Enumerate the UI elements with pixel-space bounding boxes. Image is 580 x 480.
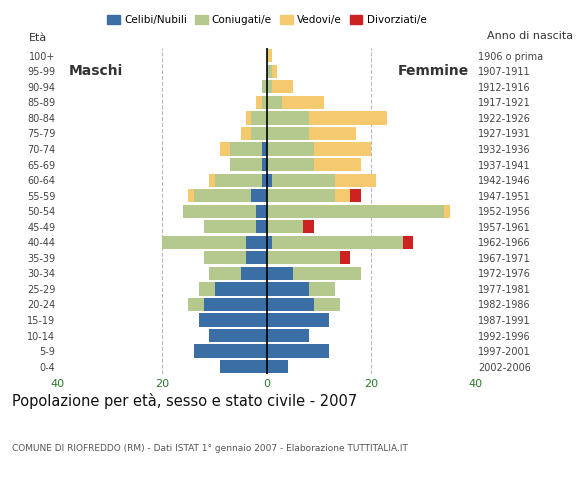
Bar [246, 111, 251, 124]
Text: COMUNE DI RIOFREDDO (RM) - Dati ISTAT 1° gennaio 2007 - Elaborazione TUTTITALIA.: COMUNE DI RIOFREDDO (RM) - Dati ISTAT 1°… [12, 444, 408, 453]
Bar [267, 65, 272, 78]
Bar [183, 204, 256, 218]
Bar [256, 204, 267, 218]
Bar [215, 173, 262, 187]
Bar [220, 143, 230, 156]
Bar [246, 236, 267, 249]
Bar [241, 127, 251, 140]
Bar [251, 111, 267, 124]
Bar [335, 173, 376, 187]
Bar [267, 49, 272, 62]
Bar [262, 80, 267, 94]
Bar [204, 298, 267, 311]
Bar [262, 158, 267, 171]
Bar [272, 80, 293, 94]
Bar [267, 173, 272, 187]
Bar [199, 282, 215, 296]
Bar [204, 220, 256, 233]
Bar [267, 189, 335, 202]
Bar [194, 189, 251, 202]
Bar [314, 143, 371, 156]
Bar [230, 158, 262, 171]
Bar [241, 267, 267, 280]
Bar [162, 236, 246, 249]
Text: Età: Età [30, 33, 48, 43]
Bar [251, 127, 267, 140]
Bar [282, 96, 324, 109]
Text: Femmine: Femmine [397, 64, 469, 78]
Text: Popolazione per età, sesso e stato civile - 2007: Popolazione per età, sesso e stato civil… [12, 393, 357, 408]
Text: Maschi: Maschi [68, 64, 123, 78]
Bar [314, 298, 340, 311]
Bar [340, 251, 350, 264]
Bar [403, 236, 413, 249]
Bar [314, 158, 361, 171]
Bar [267, 313, 329, 326]
Bar [230, 143, 262, 156]
Bar [256, 220, 267, 233]
Bar [350, 189, 361, 202]
Bar [209, 173, 215, 187]
Bar [267, 220, 303, 233]
Bar [267, 143, 314, 156]
Bar [267, 111, 309, 124]
Bar [220, 360, 267, 373]
Bar [246, 251, 267, 264]
Bar [209, 329, 267, 342]
Bar [215, 282, 267, 296]
Bar [204, 251, 246, 264]
Bar [209, 267, 241, 280]
Bar [444, 204, 450, 218]
Bar [309, 111, 387, 124]
Bar [272, 173, 335, 187]
Bar [262, 143, 267, 156]
Bar [309, 127, 356, 140]
Bar [256, 96, 262, 109]
Bar [267, 345, 329, 358]
Bar [251, 189, 267, 202]
Bar [303, 220, 314, 233]
Bar [335, 189, 350, 202]
Bar [272, 65, 277, 78]
Bar [267, 360, 288, 373]
Text: Anno di nascita: Anno di nascita [487, 31, 573, 41]
Bar [188, 189, 194, 202]
Bar [267, 282, 309, 296]
Bar [309, 282, 335, 296]
Bar [267, 298, 314, 311]
Bar [267, 267, 293, 280]
Bar [262, 96, 267, 109]
Bar [267, 127, 309, 140]
Bar [199, 313, 267, 326]
Bar [194, 345, 267, 358]
Bar [267, 236, 272, 249]
Bar [272, 236, 403, 249]
Bar [267, 204, 444, 218]
Legend: Celibi/Nubili, Coniugati/e, Vedovi/e, Divorziati/e: Celibi/Nubili, Coniugati/e, Vedovi/e, Di… [103, 11, 430, 29]
Bar [267, 251, 340, 264]
Bar [267, 96, 282, 109]
Bar [293, 267, 361, 280]
Bar [267, 80, 272, 94]
Bar [267, 329, 309, 342]
Bar [262, 173, 267, 187]
Bar [267, 158, 314, 171]
Bar [188, 298, 204, 311]
